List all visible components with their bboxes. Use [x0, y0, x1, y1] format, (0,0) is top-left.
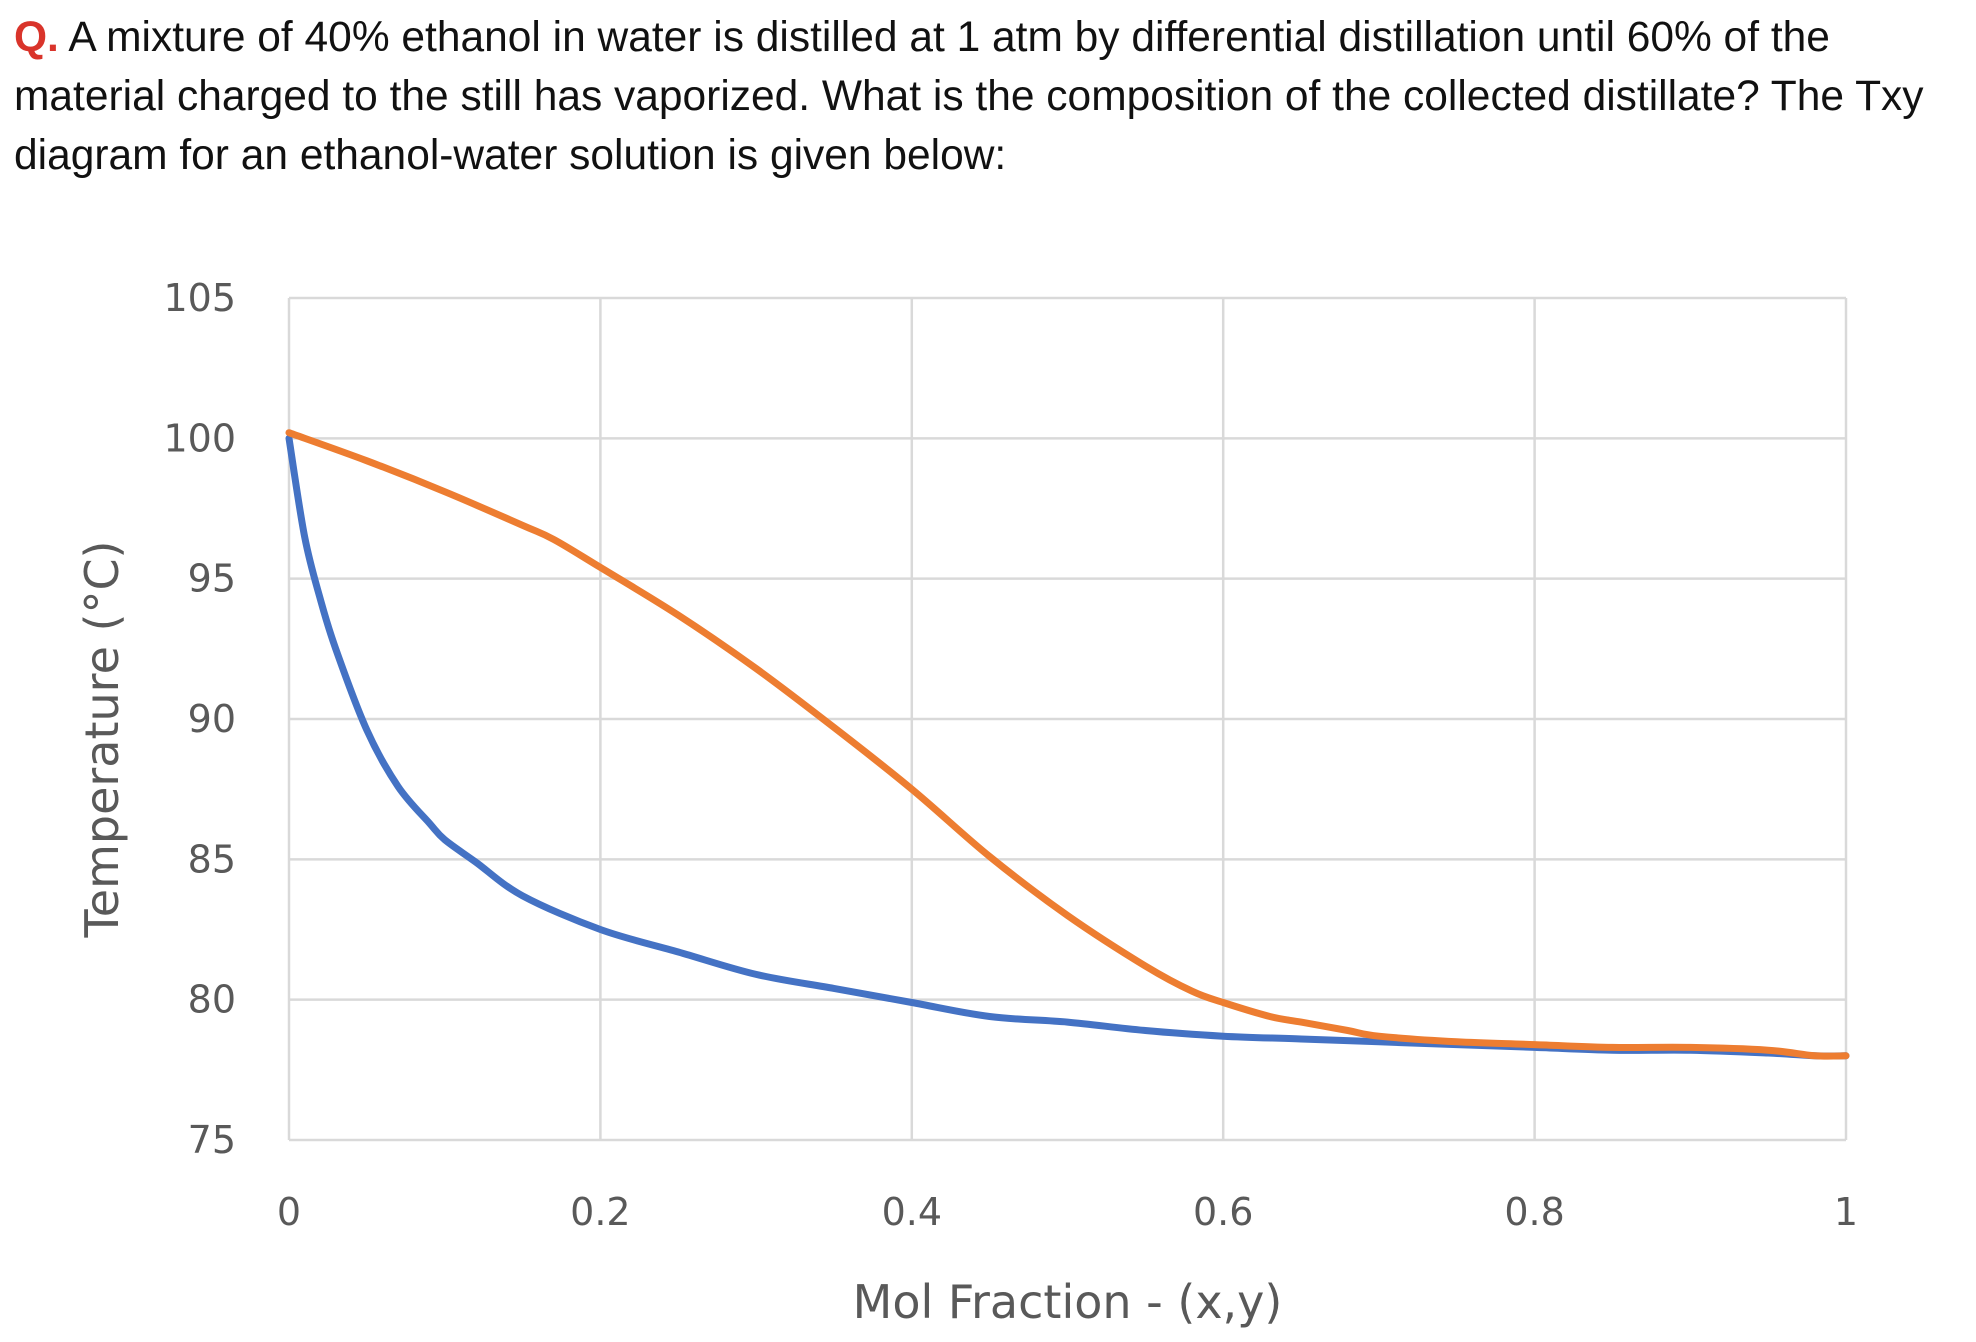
y-tick-labels: 75 80 85 90 95 100 105 — [163, 276, 236, 1162]
series-line-vapor — [285, 429, 1850, 1060]
y-tick-label: 90 — [188, 697, 236, 741]
y-tick-label: 95 — [188, 557, 236, 601]
y-axis-title: Temperature (°C) — [75, 540, 129, 938]
grid-lines — [287, 296, 1848, 1142]
x-tick-label: 0.6 — [1193, 1190, 1253, 1234]
question-body: A mixture of 40% ethanol in water is dis… — [14, 14, 1924, 179]
y-tick-label: 105 — [163, 276, 236, 320]
x-tick-label: 0 — [277, 1190, 301, 1234]
question-prefix: Q. — [14, 14, 59, 61]
x-axis-title: Mol Fraction - (x,y) — [853, 1275, 1283, 1329]
series-line-liquid — [285, 434, 1850, 1060]
x-tick-label: 1 — [1834, 1190, 1858, 1234]
y-tick-label: 100 — [163, 416, 236, 460]
y-tick-label: 85 — [188, 837, 236, 881]
x-tick-label: 0.8 — [1504, 1190, 1564, 1234]
x-tick-label: 0.4 — [882, 1190, 942, 1234]
x-tick-label: 0.2 — [570, 1190, 630, 1234]
y-tick-label: 80 — [188, 978, 236, 1022]
question-text: Q. A mixture of 40% ethanol in water is … — [14, 8, 1966, 185]
x-tick-labels: 0 0.2 0.4 0.6 0.8 1 — [277, 1190, 1858, 1234]
data-series — [285, 429, 1850, 1060]
y-tick-label: 75 — [188, 1118, 236, 1162]
